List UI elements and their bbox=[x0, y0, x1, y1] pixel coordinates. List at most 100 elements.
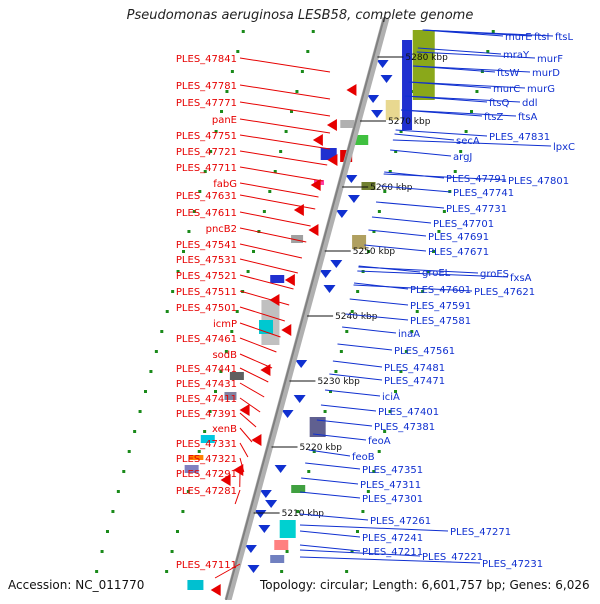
plus-strand-arrow bbox=[251, 434, 261, 446]
track-dot bbox=[279, 150, 282, 153]
leader-line bbox=[376, 202, 444, 208]
minus-strand-arrow bbox=[330, 260, 342, 268]
gene-label-right: PLES_47241 bbox=[362, 533, 423, 544]
track-dot bbox=[95, 570, 98, 573]
gene-label-right: murD bbox=[532, 68, 560, 79]
gene-label-right: PLES_47301 bbox=[362, 494, 423, 505]
gene-label-left: icmP bbox=[213, 319, 237, 330]
gene-block bbox=[291, 485, 305, 493]
track-dot bbox=[361, 510, 364, 513]
gene-label-right: PLES_47381 bbox=[374, 422, 435, 433]
track-dot bbox=[465, 130, 468, 133]
minus-strand-arrow bbox=[324, 285, 336, 293]
gene-label-right: PLES_47231 bbox=[482, 559, 543, 570]
track-dot bbox=[128, 450, 131, 453]
track-dot bbox=[268, 190, 271, 193]
plus-strand-arrow bbox=[281, 324, 291, 336]
leader-line bbox=[342, 327, 396, 333]
gene-label-right: PLES_47801 bbox=[508, 176, 569, 187]
track-dot bbox=[122, 470, 125, 473]
gene-label-right: ftsW bbox=[497, 68, 519, 79]
track-dot bbox=[492, 30, 495, 33]
track-dot bbox=[252, 250, 255, 253]
track-dot bbox=[378, 450, 381, 453]
gene-label-right: argJ bbox=[453, 152, 472, 163]
gene-label-left: PLES_47631 bbox=[176, 191, 237, 202]
leader-line bbox=[240, 85, 330, 99]
minus-strand-arrow bbox=[381, 75, 393, 83]
gene-label-right: secA bbox=[456, 136, 480, 147]
gene-label-right: PLES_47731 bbox=[446, 204, 507, 215]
track-dot bbox=[106, 530, 109, 533]
leader-line bbox=[240, 383, 264, 397]
gene-block bbox=[340, 120, 354, 128]
gene-label-left: xenB bbox=[212, 424, 237, 435]
leader-line bbox=[240, 275, 294, 289]
track-dot bbox=[165, 570, 168, 573]
gene-label-right: PLES_47581 bbox=[410, 316, 471, 327]
minus-strand-arrow bbox=[345, 175, 357, 183]
gene-label-right: PLES_47351 bbox=[362, 465, 423, 476]
track-dot bbox=[111, 510, 114, 513]
track-dot bbox=[181, 510, 184, 513]
track-dot bbox=[117, 490, 120, 493]
track-dot bbox=[144, 390, 147, 393]
minus-strand-arrow bbox=[294, 395, 306, 403]
track-dot bbox=[263, 210, 266, 213]
track-dot bbox=[220, 110, 223, 113]
track-dot bbox=[378, 210, 381, 213]
gene-label-left: panE bbox=[212, 115, 237, 126]
leader-line bbox=[240, 167, 323, 181]
leader-line bbox=[333, 361, 382, 367]
gene-label-right: PLES_47701 bbox=[433, 219, 494, 230]
leader-line bbox=[368, 230, 426, 236]
track-dot bbox=[242, 30, 245, 33]
gene-label-right: ftsQ bbox=[489, 98, 509, 109]
track-dot bbox=[176, 530, 179, 533]
gene-block bbox=[274, 540, 288, 550]
gene-label-right: PLES_47671 bbox=[428, 247, 489, 258]
gene-label-right: inaA bbox=[398, 329, 420, 340]
gene-label-left: PLES_47501 bbox=[176, 303, 237, 314]
gene-label-right: murF bbox=[537, 54, 563, 65]
minus-strand-arrow bbox=[367, 95, 379, 103]
page-title: Pseudomonas aeruginosa LESB58, complete … bbox=[0, 8, 600, 23]
minus-strand-arrow bbox=[245, 545, 257, 553]
track-dot bbox=[203, 430, 206, 433]
gene-label-right: PLES_47621 bbox=[474, 287, 535, 298]
gene-block bbox=[270, 555, 284, 563]
gene-label-right: ftsL bbox=[555, 32, 573, 43]
plus-strand-arrow bbox=[346, 84, 356, 96]
leader-line bbox=[337, 344, 392, 350]
minus-strand-arrow bbox=[336, 210, 348, 218]
plus-strand-arrow bbox=[285, 274, 295, 286]
gene-label-right: ddl bbox=[522, 98, 537, 109]
track-dot bbox=[301, 70, 304, 73]
gene-label-left: PLES_47531 bbox=[176, 255, 237, 266]
track-dot bbox=[470, 110, 473, 113]
plus-strand-arrow bbox=[327, 119, 337, 131]
track-dot bbox=[345, 330, 348, 333]
track-dot bbox=[285, 130, 288, 133]
gene-label-right: lpxC bbox=[553, 142, 575, 153]
gene-label-right: ftsI bbox=[534, 32, 549, 43]
plus-strand-arrow bbox=[313, 134, 323, 146]
kbp-label: 5250 kbp bbox=[353, 247, 396, 257]
gene-label-right: PLES_47831 bbox=[489, 132, 550, 143]
track-dot bbox=[475, 90, 478, 93]
leader-line bbox=[240, 58, 330, 72]
track-dot bbox=[166, 310, 169, 313]
gene-label-right: PLES_47261 bbox=[370, 516, 431, 527]
gene-label-left: PLES_47281 bbox=[176, 486, 237, 497]
kbp-label: 5240 kbp bbox=[335, 312, 378, 322]
leader-line bbox=[240, 102, 330, 116]
track-dot bbox=[312, 30, 315, 33]
gene-label-left: PLES_47331 bbox=[176, 439, 237, 450]
track-dot bbox=[247, 270, 250, 273]
leader-line bbox=[350, 299, 408, 305]
minus-strand-arrow bbox=[377, 60, 389, 68]
gene-label-right: murG bbox=[527, 84, 555, 95]
leader-line bbox=[390, 150, 451, 156]
leader-line bbox=[240, 212, 311, 226]
